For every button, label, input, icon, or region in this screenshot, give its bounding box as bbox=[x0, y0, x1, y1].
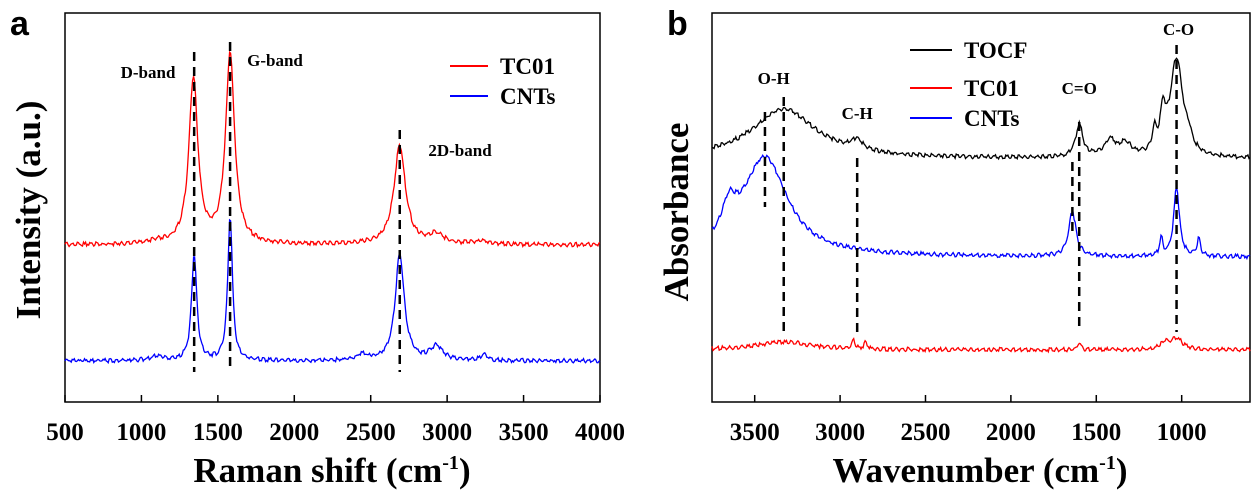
x-tick-label: 3000 bbox=[815, 419, 865, 446]
series-line-tc01 bbox=[711, 336, 1251, 354]
x-tick-label: 1500 bbox=[1071, 419, 1121, 446]
peak-label: D-band bbox=[121, 63, 176, 82]
panel-a-annotations: D-band G-band 2D-band bbox=[121, 42, 492, 372]
x-tick-label: 3000 bbox=[422, 419, 472, 446]
series-line-cnts bbox=[711, 154, 1251, 261]
legend-label: TC01 bbox=[964, 76, 1019, 101]
series-line-tocf bbox=[711, 57, 1251, 161]
panel-a-xlabel: Raman shift (cm-1) bbox=[193, 451, 470, 490]
peak-label: C-H bbox=[842, 104, 873, 123]
legend-label: TC01 bbox=[500, 54, 555, 79]
panel-b-legend: TOCF TC01 CNTs bbox=[910, 38, 1027, 131]
panel-b-x-ticks: 3500 3000 2500 2000 1500 1000 bbox=[730, 395, 1207, 446]
panel-b: b 3500 3000 2500 2000 1500 1000 O-HC-HC=OC-O … bbox=[657, 5, 1251, 490]
panel-b-ylabel: Absorbance bbox=[657, 123, 696, 302]
legend-label: TOCF bbox=[964, 38, 1027, 63]
panel-a-frame bbox=[64, 12, 601, 403]
x-tick-label: 2500 bbox=[900, 419, 950, 446]
panel-b-series bbox=[711, 57, 1251, 354]
legend-label: CNTs bbox=[964, 106, 1019, 131]
series-line-cnts bbox=[64, 218, 601, 365]
panel-a-letter: a bbox=[10, 5, 30, 43]
panel-a-series bbox=[64, 50, 601, 365]
x-tick-label: 500 bbox=[46, 419, 84, 446]
panel-a: a 500 1000 1500 2000 2500 3000 3500 4000 D-band… bbox=[9, 5, 625, 490]
x-tick-label: 1000 bbox=[1157, 419, 1207, 446]
x-tick-label: 2500 bbox=[346, 419, 396, 446]
x-tick-label: 2000 bbox=[269, 419, 319, 446]
panel-b-frame bbox=[711, 12, 1251, 403]
panel-b-letter: b bbox=[667, 5, 688, 43]
panel-a-ylabel: Intensity (a.u.) bbox=[9, 101, 48, 320]
peak-label: C-O bbox=[1163, 20, 1194, 39]
panel-b-annotations: O-H C-H C=O C-O bbox=[758, 20, 1194, 332]
series-line-tc01 bbox=[64, 50, 601, 249]
peak-label: 2D-band bbox=[428, 141, 492, 160]
legend-label: CNTs bbox=[500, 84, 555, 109]
x-tick-label: 2000 bbox=[986, 419, 1036, 446]
x-tick-label: 3500 bbox=[730, 419, 780, 446]
x-tick-label: 1000 bbox=[116, 419, 166, 446]
panel-a-legend: TC01 CNTs bbox=[450, 54, 555, 109]
panel-b-xlabel: Wavenumber (cm-1) bbox=[832, 451, 1127, 490]
x-tick-label: 4000 bbox=[575, 419, 625, 446]
panel-a-x-ticks: 500 1000 1500 2000 2500 3000 3500 4000 bbox=[46, 395, 625, 446]
peak-label: C=O bbox=[1062, 79, 1097, 98]
peak-label: G-band bbox=[247, 51, 303, 70]
peak-label: O-H bbox=[758, 69, 790, 88]
x-tick-label: 1500 bbox=[193, 419, 243, 446]
x-tick-label: 3500 bbox=[499, 419, 549, 446]
